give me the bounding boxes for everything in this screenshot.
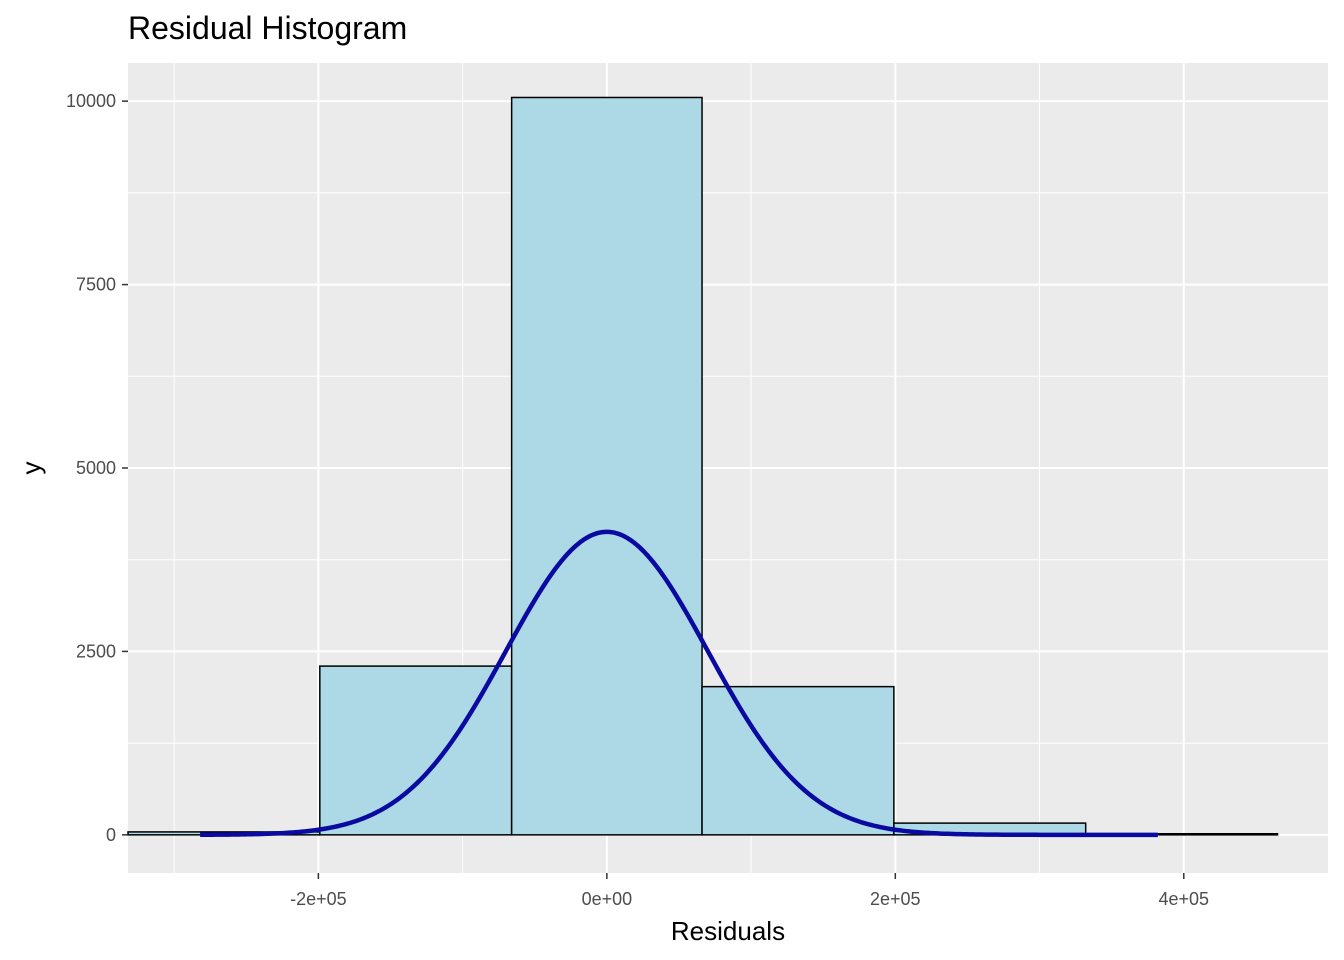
x-axis: -2e+05 0e+00 2e+05 4e+05 bbox=[290, 873, 1209, 909]
x-tick-label: 2e+05 bbox=[870, 889, 921, 909]
y-tick-label: 7500 bbox=[76, 275, 116, 295]
y-axis: 0 2500 5000 7500 10000 bbox=[66, 91, 128, 845]
x-axis-title: Residuals bbox=[671, 916, 785, 946]
y-tick-label: 10000 bbox=[66, 91, 116, 111]
y-tick-label: 5000 bbox=[76, 458, 116, 478]
y-axis-title: y bbox=[16, 462, 46, 475]
density-curve bbox=[200, 529, 1158, 838]
histogram-bars bbox=[127, 96, 1279, 836]
histogram-bar bbox=[510, 96, 703, 836]
x-tick-label: 0e+00 bbox=[582, 889, 633, 909]
y-tick-label: 0 bbox=[106, 825, 116, 845]
x-tick-label: 4e+05 bbox=[1158, 889, 1209, 909]
y-tick-label: 2500 bbox=[76, 641, 116, 661]
histogram-bar bbox=[701, 685, 895, 836]
x-tick-label: -2e+05 bbox=[290, 889, 347, 909]
chart-title: Residual Histogram bbox=[128, 10, 408, 46]
